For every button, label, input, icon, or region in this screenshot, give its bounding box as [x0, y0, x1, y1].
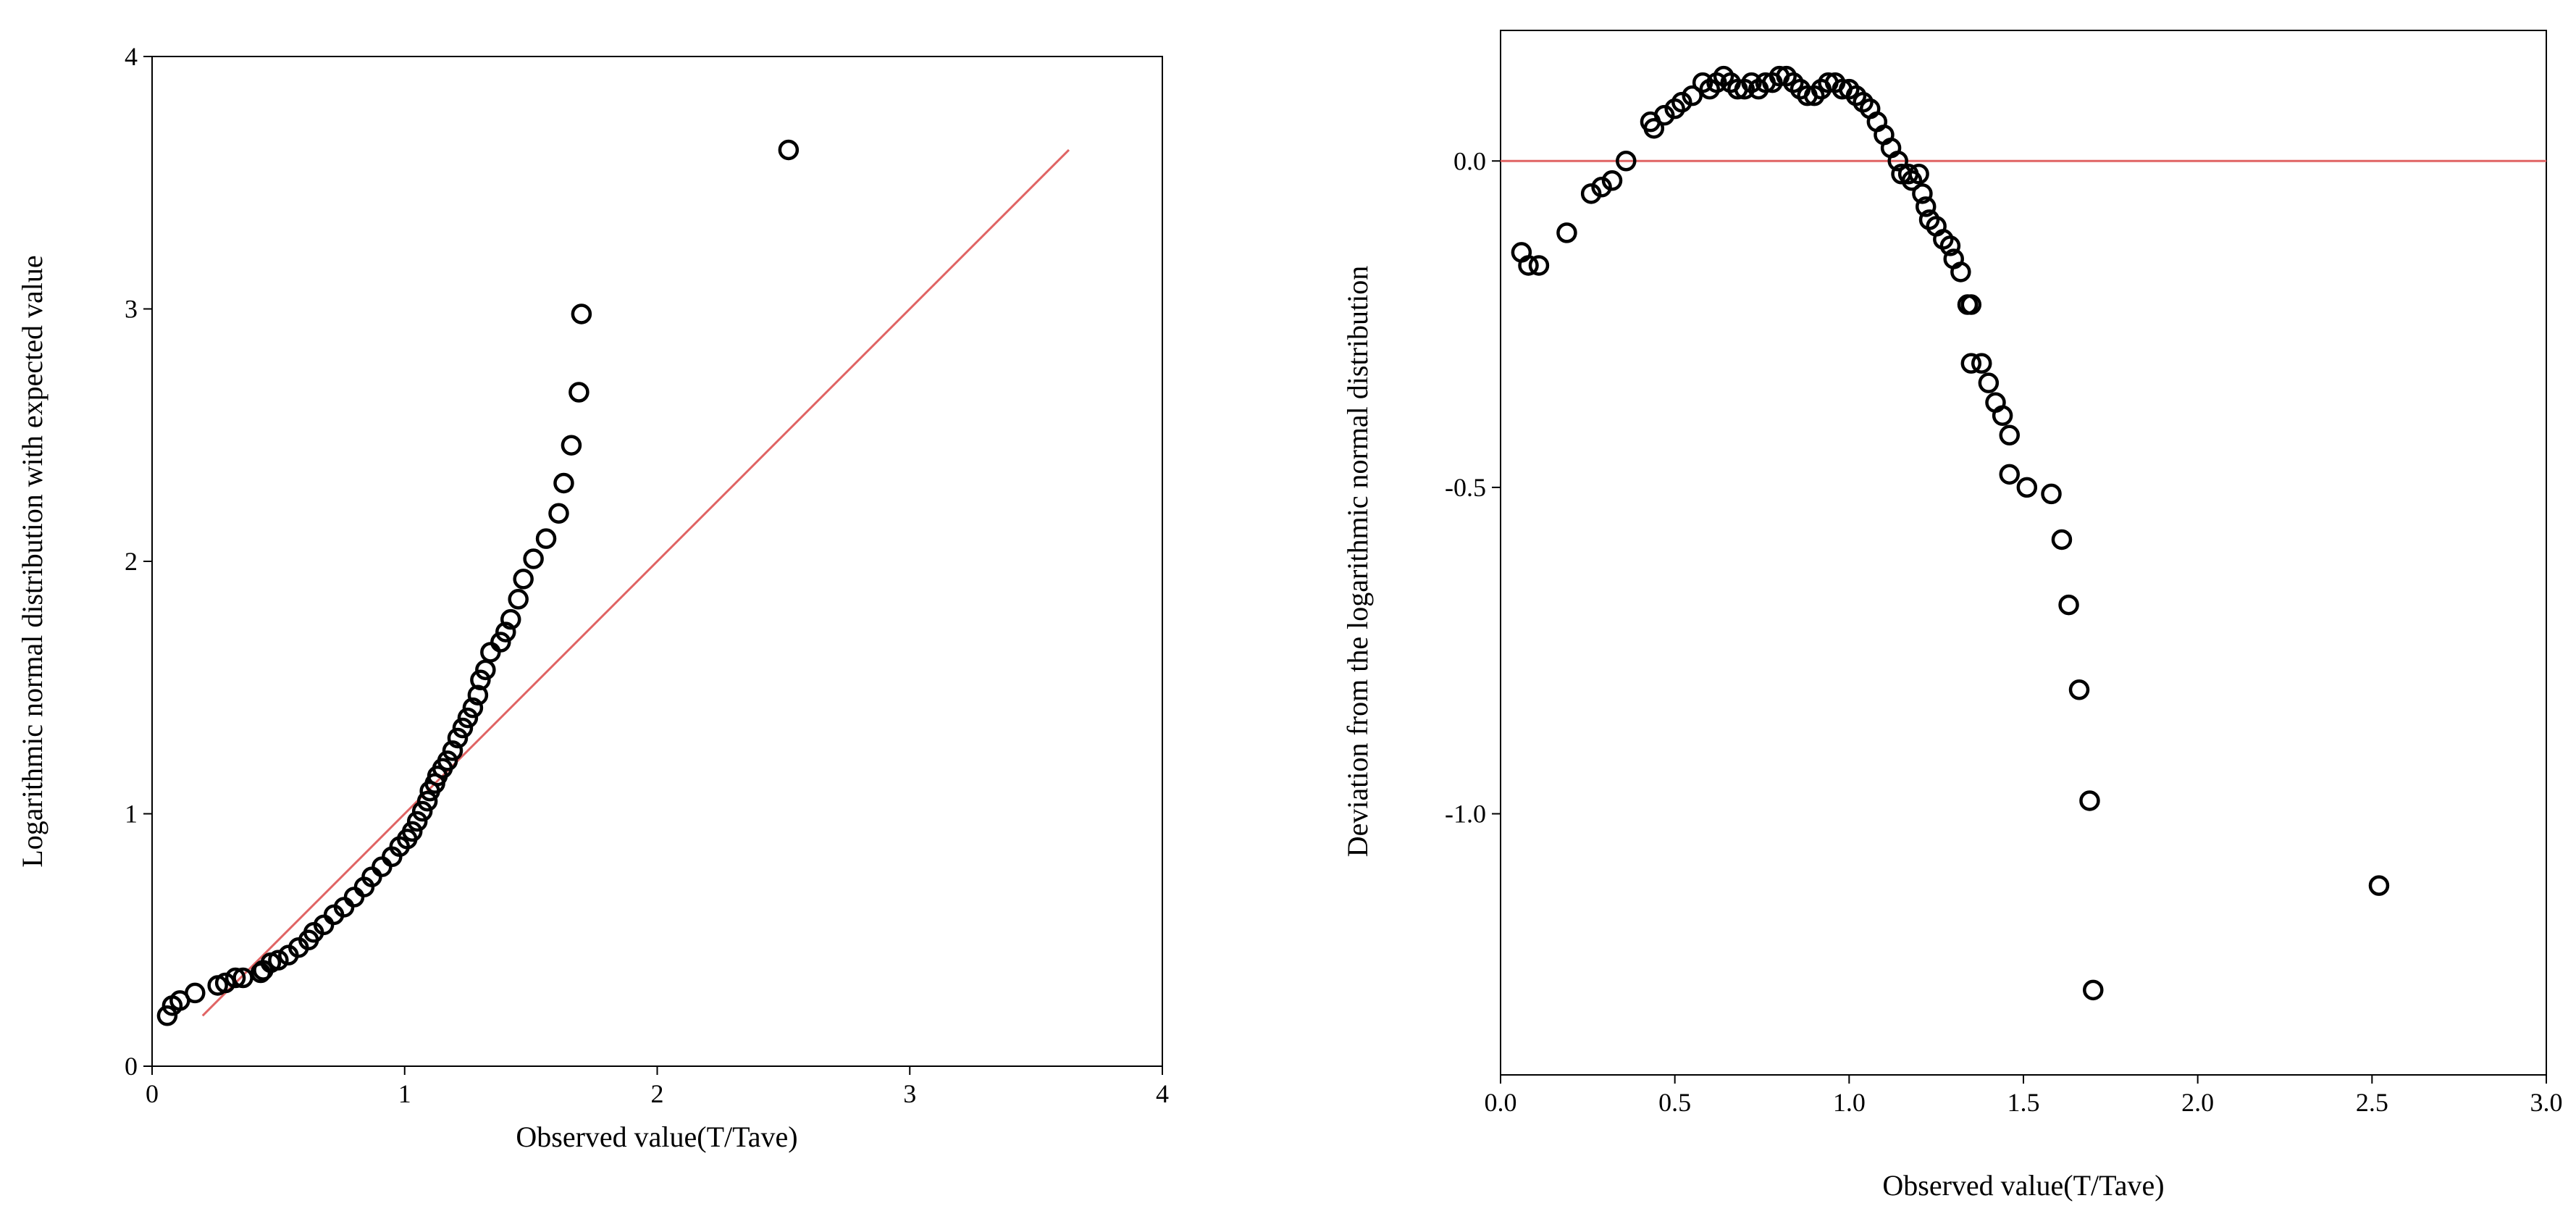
right-data-point — [2368, 875, 2390, 896]
left-data-point — [535, 528, 557, 549]
right-data-point — [1518, 255, 1539, 276]
right-data-point — [1908, 164, 1929, 185]
left-data-point — [462, 697, 484, 719]
right-data-point — [1616, 151, 1637, 172]
right-x-tick-label: 2.0 — [2181, 1088, 2214, 1117]
left-data-point — [372, 856, 393, 877]
right-y-tick-label: -0.5 — [1445, 473, 1486, 502]
left-data-point — [406, 811, 428, 832]
left-x-axis-title: Observed value(T/Tave) — [516, 1121, 797, 1153]
right-x-tick-label: 0.0 — [1485, 1088, 1517, 1117]
right-data-point — [1960, 294, 1982, 315]
right-data-point — [2068, 679, 2090, 700]
right-data-point — [1580, 183, 1602, 204]
left-data-point — [490, 632, 511, 653]
right-y-tick-label: 0.0 — [1453, 146, 1486, 175]
left-data-point — [447, 727, 469, 749]
left-reference-line — [201, 148, 1070, 1017]
left-x-tick-label: 1 — [398, 1079, 411, 1108]
right-data-point — [1556, 222, 1577, 243]
right-data-point — [2079, 790, 2100, 811]
right-x-axis-title: Observed value(T/Tave) — [1882, 1169, 2164, 1202]
right-data-point — [1682, 85, 1703, 106]
left-data-point — [508, 589, 529, 610]
left-data-point — [470, 669, 491, 691]
left-data-point — [225, 967, 246, 989]
right-y-tick-label: -1.0 — [1445, 800, 1486, 829]
right-y-axis-title: Deviation from the logarithmic normal di… — [1341, 266, 1374, 858]
left-y-axis-title: Logarithmic normal distribution with exp… — [16, 255, 49, 867]
right-data-point — [1591, 177, 1612, 198]
right-ticks: 0.0 0.5 1.0 1.5 2.0 2.5 3.0 0.0 -0.5 -1.0 — [1445, 146, 2563, 1117]
right-data-point — [1887, 151, 1908, 172]
right-data-point — [1671, 91, 1692, 113]
left-y-tick-label: 2 — [125, 547, 138, 576]
right-chart: 0.0 0.5 1.0 1.5 2.0 2.5 3.0 0.0 -0.5 -1.0 Observe… — [1341, 30, 2563, 1202]
left-data-point — [523, 548, 544, 569]
left-data-point — [778, 139, 800, 161]
right-data-point — [1643, 117, 1665, 139]
left-data-point — [561, 435, 582, 456]
left-data-point — [401, 821, 423, 842]
left-reference-line-group — [201, 148, 1070, 1017]
left-x-tick-label: 4 — [1156, 1079, 1169, 1108]
left-x-tick-label: 2 — [651, 1079, 664, 1108]
left-data-point — [156, 1005, 178, 1026]
right-data-point — [1950, 261, 1971, 282]
right-data-point — [2051, 529, 2073, 550]
left-data-point — [571, 303, 592, 324]
left-data-point — [452, 717, 474, 739]
left-data-point — [442, 740, 463, 761]
right-data-point — [1999, 464, 2020, 485]
left-data-point — [513, 569, 534, 590]
right-data-point — [1999, 424, 2020, 446]
left-data-point — [467, 684, 489, 705]
right-data-point — [2083, 979, 2104, 1001]
left-y-tick-label: 3 — [125, 295, 138, 324]
left-data-point — [185, 982, 206, 1004]
right-x-tick-label: 0.5 — [1658, 1088, 1691, 1117]
left-data-point — [268, 950, 289, 971]
right-x-tick-label: 1.5 — [2007, 1088, 2040, 1117]
right-data-point — [1915, 196, 1937, 217]
right-data-point — [1912, 183, 1933, 204]
left-data-point — [343, 887, 365, 908]
left-data-point — [553, 472, 574, 494]
left-x-tick-label: 0 — [146, 1079, 159, 1108]
left-data-point — [411, 800, 433, 822]
left-data-point — [480, 642, 501, 663]
left-y-tick-label: 1 — [125, 800, 138, 829]
right-data-point — [1653, 104, 1675, 126]
left-points — [156, 139, 800, 1026]
left-data-point — [457, 707, 479, 729]
right-data-point — [2041, 483, 2062, 505]
right-data-point — [2058, 594, 2079, 616]
right-points — [1511, 65, 2390, 1001]
right-data-point — [2016, 477, 2038, 498]
left-data-point — [569, 382, 590, 403]
right-data-point — [1960, 353, 1982, 374]
right-x-tick-label: 3.0 — [2530, 1088, 2563, 1117]
right-data-point — [1528, 255, 1550, 276]
left-data-point — [416, 790, 438, 812]
right-x-tick-label: 2.5 — [2356, 1088, 2388, 1117]
left-data-point — [437, 750, 458, 771]
left-data-point — [548, 503, 569, 524]
right-data-point — [1978, 372, 2000, 393]
right-x-tick-label: 1.0 — [1833, 1088, 1866, 1117]
right-data-point — [1939, 235, 1961, 256]
left-y-tick-label: 0 — [125, 1052, 138, 1081]
left-y-tick-label: 4 — [125, 42, 138, 71]
left-chart: 0 1 2 3 4 0 1 2 3 4 Observed value(T/Tave) Logari… — [16, 42, 1169, 1153]
right-plot-frame — [1500, 30, 2547, 1076]
left-data-point — [500, 608, 521, 630]
right-data-point — [1992, 405, 2013, 426]
left-data-point — [495, 621, 516, 642]
left-x-tick-label: 3 — [903, 1079, 916, 1108]
right-data-point — [1601, 170, 1623, 191]
left-ticks: 0 1 2 3 4 0 1 2 3 4 — [125, 42, 1169, 1108]
right-data-point — [1971, 353, 1992, 374]
